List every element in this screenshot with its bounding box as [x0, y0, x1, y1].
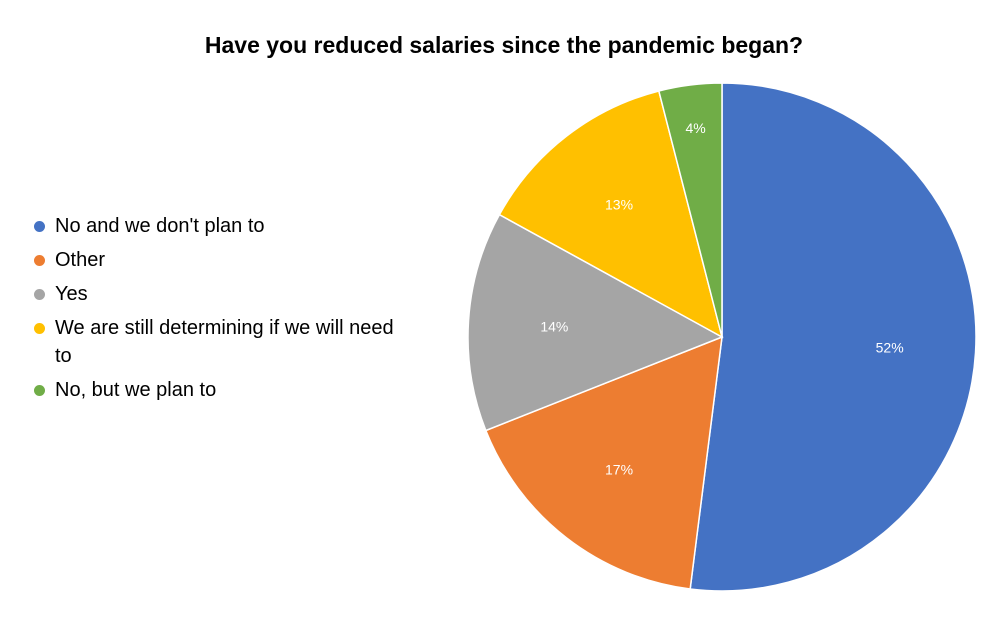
legend-item: No and we don't plan to — [34, 212, 414, 240]
pie-slice — [498, 90, 724, 339]
legend-label: We are still determining if we will need… — [55, 317, 394, 367]
legend-label: No and we don't plan to — [55, 215, 265, 237]
slice-data-label: 17% — [605, 462, 633, 478]
pie-slice — [689, 82, 977, 592]
legend-item: Other — [34, 246, 414, 274]
pie-slice — [467, 213, 724, 432]
pie-slice — [484, 335, 723, 590]
slice-data-label: 52% — [876, 340, 904, 356]
legend-swatch-icon — [34, 255, 45, 266]
legend-item: We are still determining if we will need… — [34, 314, 414, 370]
legend-swatch-icon — [34, 221, 45, 232]
legend-swatch-icon — [34, 289, 45, 300]
chart-legend: No and we don't plan to Other Yes We are st… — [34, 212, 414, 410]
pie-slice — [657, 82, 723, 338]
legend-label: Other — [55, 249, 106, 271]
legend-label: No, but we plan to — [55, 379, 217, 401]
legend-item: Yes — [34, 280, 414, 308]
legend-swatch-icon — [34, 323, 45, 334]
legend-label: Yes — [55, 283, 88, 305]
legend-swatch-icon — [34, 385, 45, 396]
slice-data-label: 14% — [540, 318, 568, 334]
legend-item: No, but we plan to — [34, 376, 414, 404]
slice-data-label: 13% — [605, 196, 633, 212]
chart-title: Have you reduced salaries since the pand… — [204, 32, 804, 58]
slice-data-label: 4% — [685, 120, 705, 136]
